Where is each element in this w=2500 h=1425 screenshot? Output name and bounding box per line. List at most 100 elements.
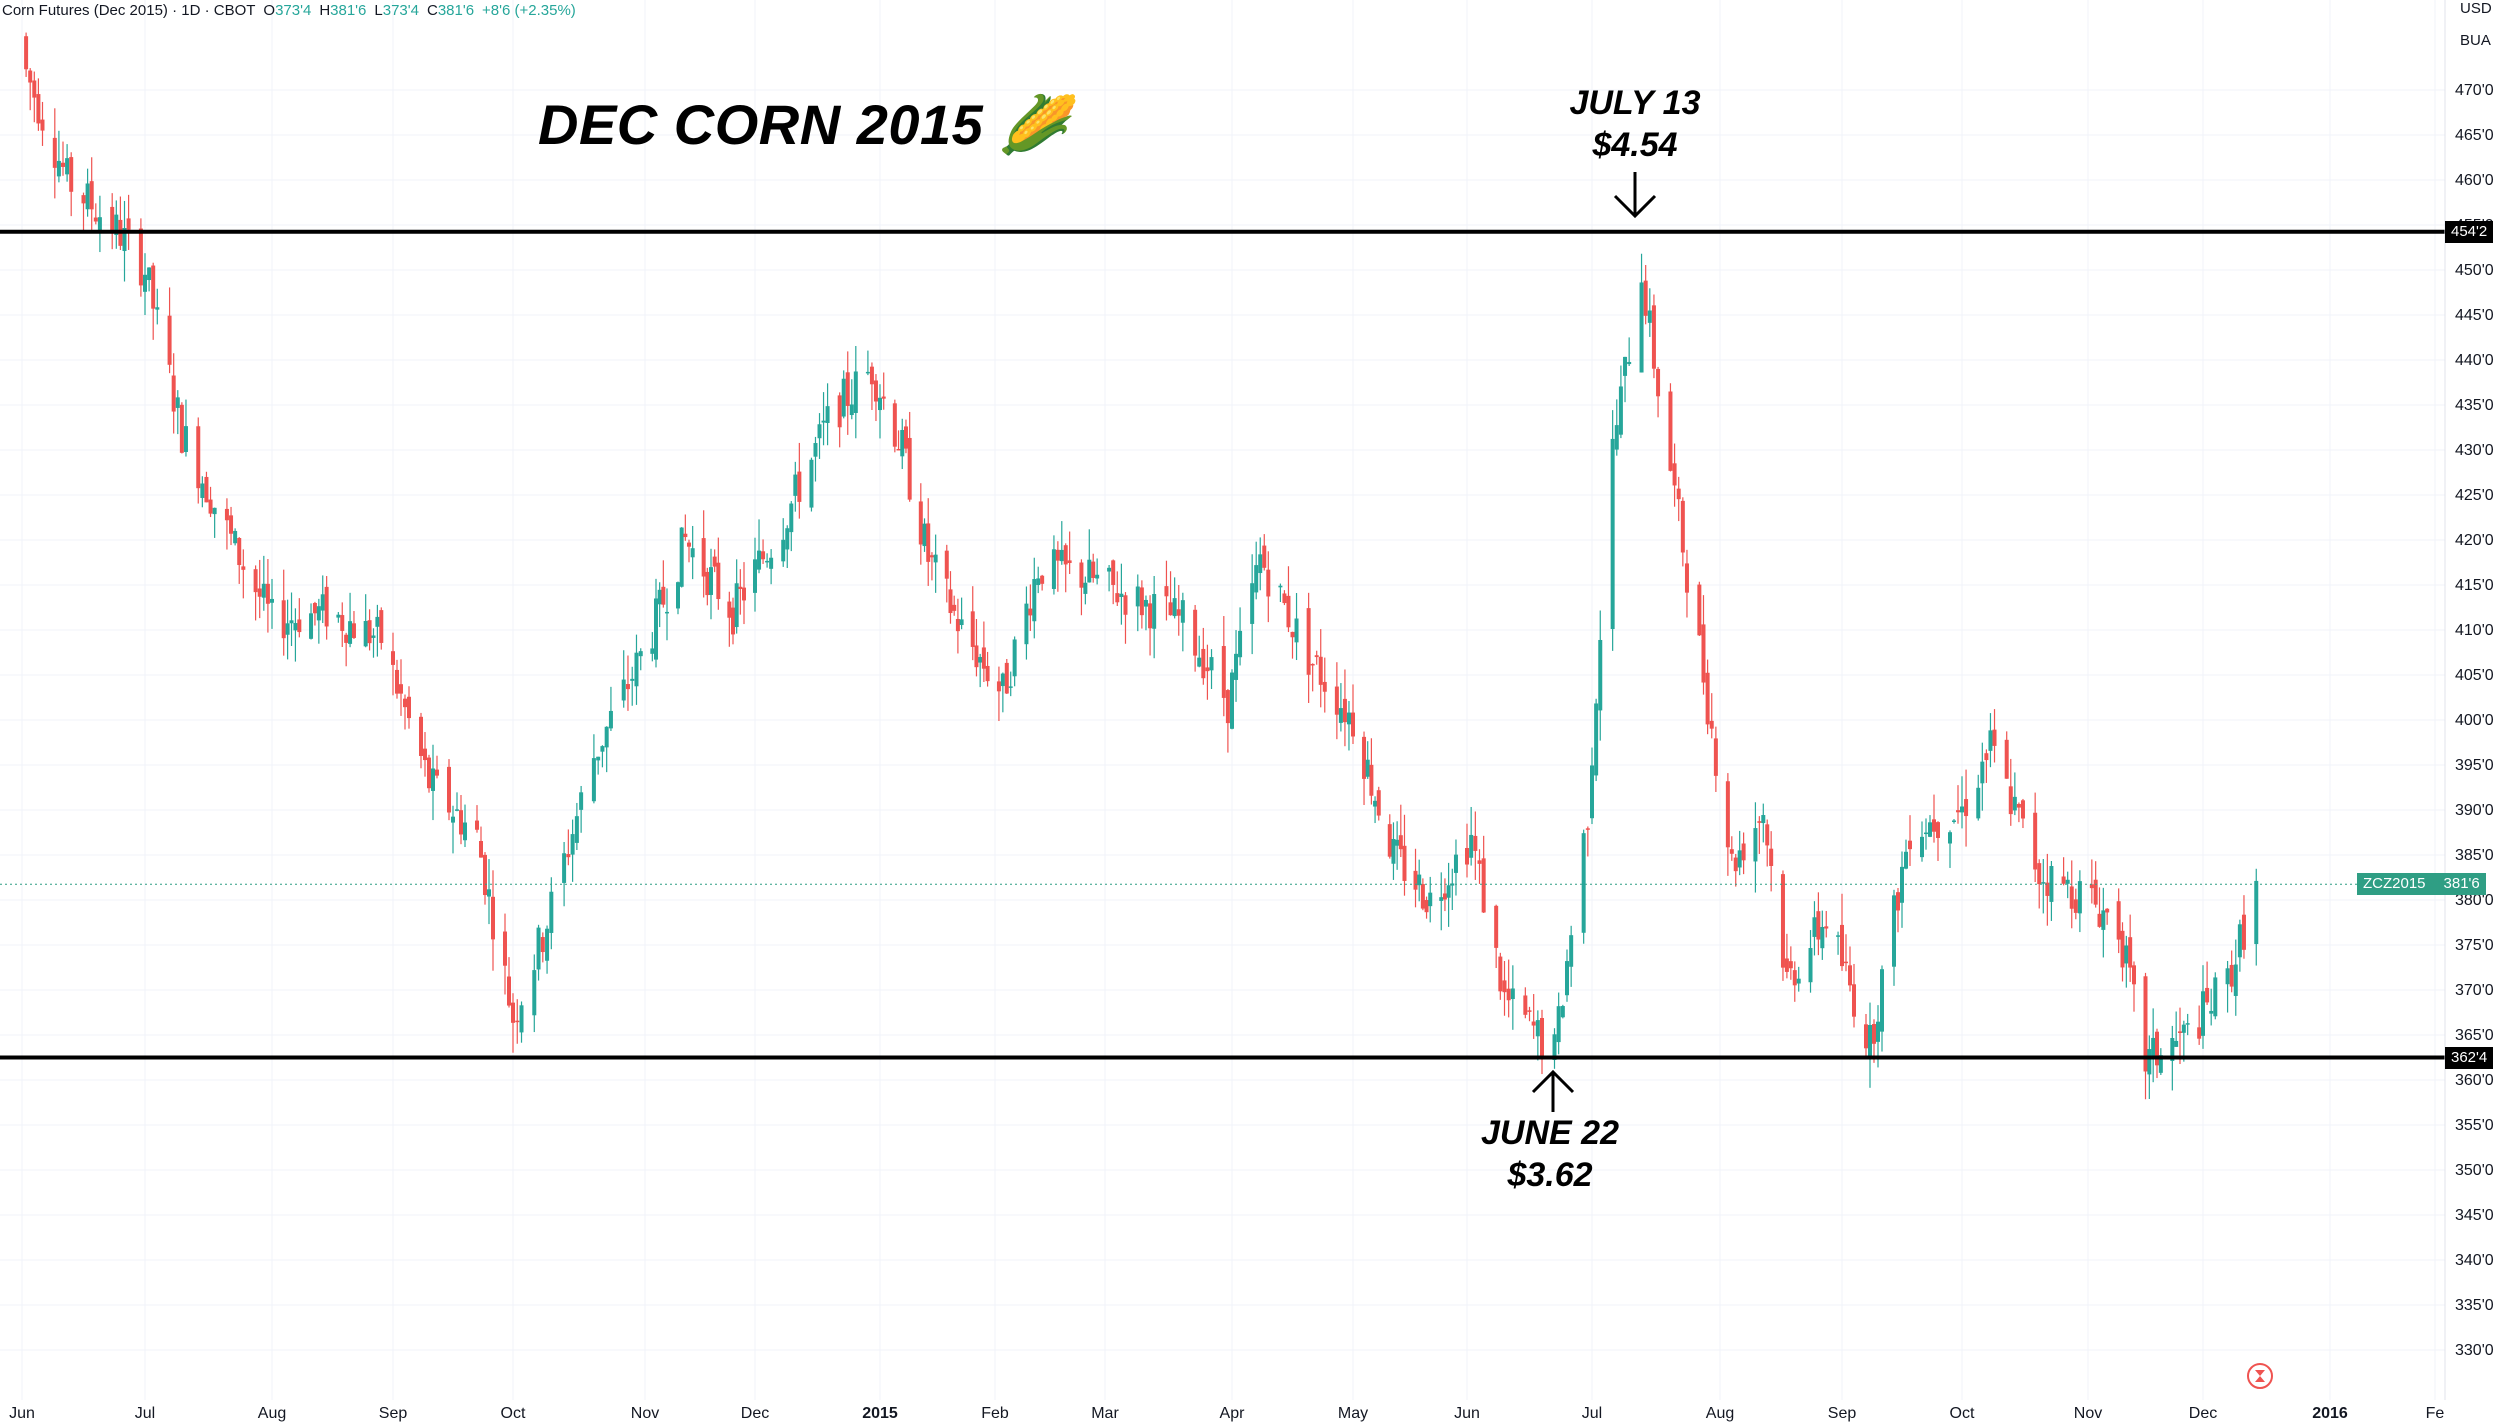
candle-body xyxy=(753,559,757,593)
candle-body xyxy=(367,620,372,644)
unit-label[interactable]: BUA xyxy=(2460,32,2491,49)
candle-body xyxy=(2093,879,2098,905)
candle-body xyxy=(1928,822,1932,837)
candle-body xyxy=(1952,820,1956,822)
candle-body xyxy=(212,507,217,515)
candle-body xyxy=(1087,559,1092,583)
candle-body xyxy=(171,375,176,412)
candle-body xyxy=(1059,549,1064,562)
price-tick-label: 390'0 xyxy=(2455,802,2494,819)
price-axis[interactable]: 330'0 335'0 340'0 345'0 350'0 355'0 360'0 365'0… xyxy=(2455,82,2494,1359)
candle-body xyxy=(1852,984,1856,1017)
candle-body xyxy=(1180,600,1185,623)
time-tick-label: Oct xyxy=(1950,1405,1975,1422)
low-key: L xyxy=(374,1,383,19)
candle-body xyxy=(634,652,639,687)
resistance-line-label: 454'2 xyxy=(2445,220,2494,243)
candle-body xyxy=(483,854,487,896)
candle-body xyxy=(865,371,870,374)
candle-body xyxy=(85,183,90,210)
candle-body xyxy=(1639,282,1644,373)
candle-body xyxy=(797,471,802,502)
candle-body xyxy=(981,647,986,669)
candle-body xyxy=(1051,549,1056,589)
candle-body xyxy=(650,648,655,654)
candle-body xyxy=(1904,851,1908,869)
candle-body xyxy=(1322,681,1327,692)
candle-body xyxy=(1346,712,1351,725)
symbol-name[interactable]: Corn Futures (Dec 2015) · 1D · CBOT xyxy=(2,1,256,19)
candle-body xyxy=(1729,849,1734,854)
candle-body xyxy=(122,228,127,252)
time-tick-label: May xyxy=(1338,1405,1368,1422)
price-tick-label: 435'0 xyxy=(2455,397,2494,414)
candle-body xyxy=(507,976,511,1006)
candle-body xyxy=(813,443,818,457)
candle-body xyxy=(532,970,537,1016)
candle-body xyxy=(1988,730,1993,751)
candle-body xyxy=(1824,926,1829,929)
candle-body xyxy=(515,1020,520,1023)
candle-body xyxy=(955,618,960,632)
candle-body xyxy=(952,604,957,611)
candle-body xyxy=(1535,1020,1540,1037)
currency-label[interactable]: USD xyxy=(2460,0,2492,17)
price-tick-label: 470'0 xyxy=(2455,82,2494,99)
time-tick-label: 2016 xyxy=(2312,1405,2348,1422)
candle-body xyxy=(1820,926,1825,949)
candle-body xyxy=(2201,991,2205,1036)
candle-body xyxy=(114,214,119,235)
price-tick-label: 450'0 xyxy=(2455,262,2494,279)
candle-body xyxy=(761,551,766,560)
candle-body xyxy=(1417,874,1422,886)
candle-body xyxy=(1342,698,1347,723)
candle-body xyxy=(1900,866,1904,903)
candle-body xyxy=(2197,1027,2202,1039)
time-tick-label: Mar xyxy=(1091,1405,1119,1422)
candle-body xyxy=(608,710,613,729)
candle-body xyxy=(1398,835,1403,850)
candle-body xyxy=(175,397,180,408)
high-annotation-price: $4.54 xyxy=(1592,126,1678,164)
candle-body xyxy=(1540,1017,1544,1056)
candle-body xyxy=(1391,838,1396,864)
time-axis[interactable]: Jun Jul Aug Sep Oct Nov Dec 2015 Feb Mar Apr May Jun… xyxy=(9,1405,2444,1422)
candle-body xyxy=(320,594,325,611)
candle-body xyxy=(2116,901,2121,940)
last-price-badge[interactable]: ZCZ2015 381'6 xyxy=(2357,873,2486,895)
candle-body xyxy=(1792,970,1797,986)
candle-body xyxy=(1365,759,1370,777)
time-tick-label: Oct xyxy=(501,1405,526,1422)
candle-body xyxy=(1453,854,1458,873)
candle-body xyxy=(1590,765,1594,819)
candle-body xyxy=(789,503,794,533)
candle-body xyxy=(785,528,790,550)
change-value: +8'6 (+2.35%) xyxy=(482,1,576,19)
low-annotation: JUNE 22 $3.62 xyxy=(1450,1112,1650,1196)
candle-body xyxy=(1201,648,1206,679)
candles xyxy=(24,32,2259,1100)
candle-body xyxy=(1176,609,1181,616)
candle-body xyxy=(2132,965,2136,985)
candle-body xyxy=(1079,562,1084,588)
candle-body xyxy=(1948,832,1952,844)
candle-body xyxy=(1976,787,1981,819)
timer-icon[interactable] xyxy=(2247,1363,2273,1389)
candle-body xyxy=(265,583,270,604)
candle-body xyxy=(1446,885,1451,898)
candle-body xyxy=(1864,1024,1868,1049)
candle-body xyxy=(1523,995,1528,1015)
candle-body xyxy=(167,315,172,365)
candle-body xyxy=(1581,833,1586,933)
candle-body xyxy=(126,218,131,230)
candle-body xyxy=(2233,964,2238,996)
candle-body xyxy=(1676,488,1681,500)
up-arrow-icon xyxy=(1531,1069,1575,1112)
candle-body xyxy=(734,583,739,628)
candle-body xyxy=(769,557,774,569)
candle-body xyxy=(1594,703,1599,776)
candle-body xyxy=(1585,828,1590,830)
candle-body xyxy=(399,684,403,694)
candle-body xyxy=(837,395,842,428)
